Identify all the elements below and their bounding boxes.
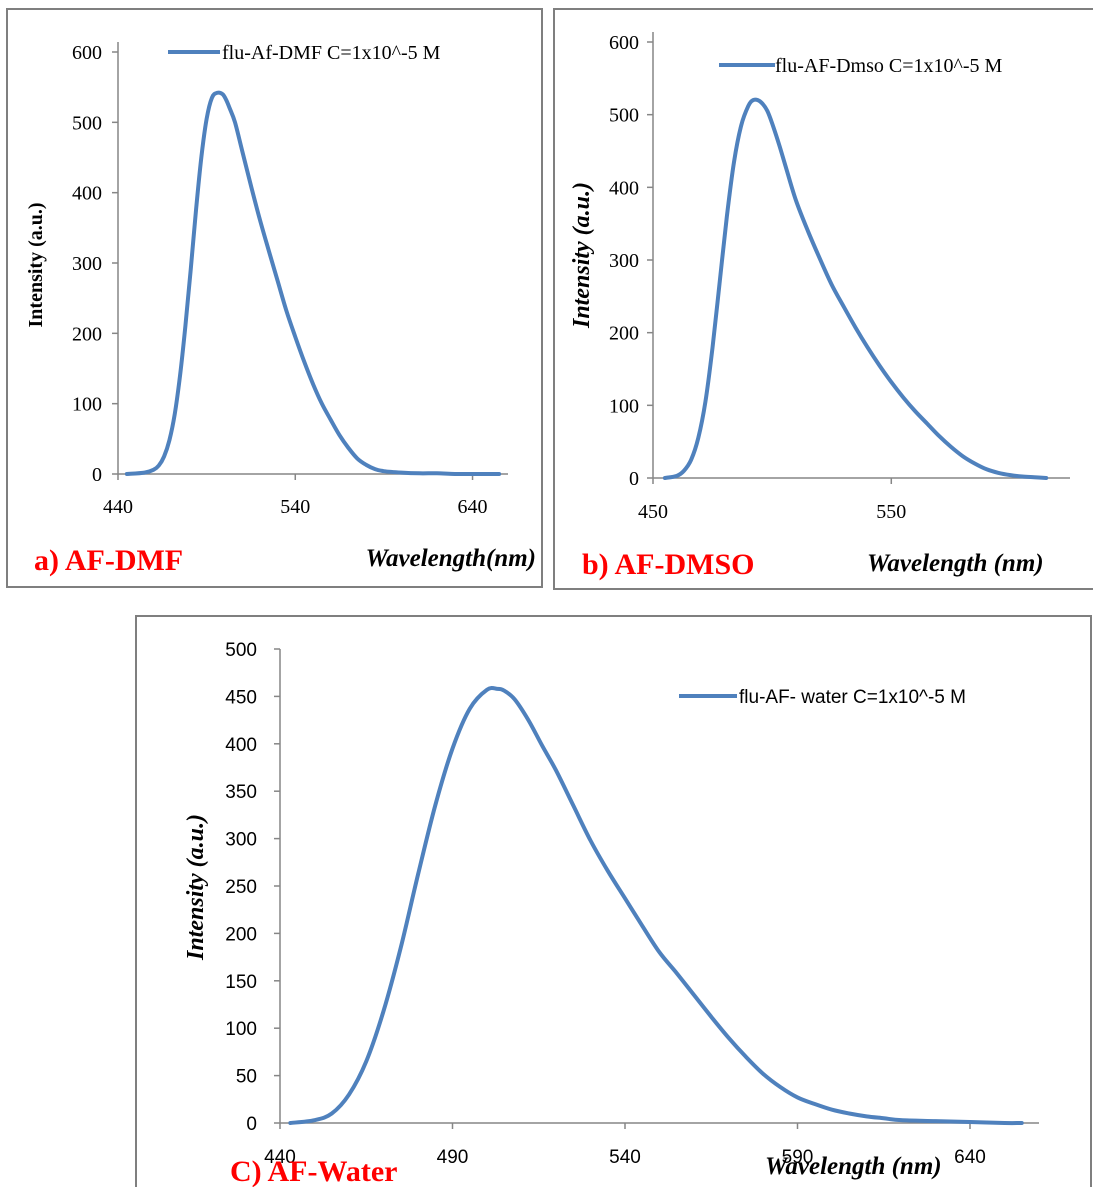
y-tick-label: 250 [225, 877, 257, 898]
x-tick-label: 440 [103, 496, 133, 518]
y-tick-label: 100 [609, 395, 639, 417]
legend-label: flu-Af-DMF C=1x10^-5 M [222, 42, 441, 64]
y-tick-label: 400 [225, 735, 257, 756]
y-axis-label: Intensity (a.u.) [25, 202, 47, 327]
y-tick-label: 300 [72, 253, 102, 275]
y-tick-label: 400 [609, 177, 639, 199]
chart-a-svg: 0 100 200 300 400 500 600 440 540 640 flu-Af-DMF … [25, 42, 536, 577]
chart-panel-c: 0 50 100 150 200 250 300 350 400 450 500 440 490 540 5… [135, 615, 1092, 1187]
y-tick-label: 600 [72, 42, 102, 64]
x-axis-label: Wavelength (nm) [765, 1153, 942, 1180]
y-tick-label: 150 [225, 972, 257, 993]
y-tick-label: 100 [225, 1019, 257, 1040]
y-tick-label: 0 [92, 464, 102, 486]
y-tick-label: 200 [609, 323, 639, 345]
chart-c-svg: 0 50 100 150 200 250 300 350 400 450 500 440 490 540 5… [183, 640, 1039, 1187]
series-line [662, 97, 1049, 480]
panel-label: a) AF-DMF [34, 544, 183, 577]
y-tick-label: 500 [609, 105, 639, 127]
series-line [288, 685, 1024, 1126]
chart-b-svg: 0 100 200 300 400 500 600 450 550 flu-AF-Dmso C=… [569, 32, 1070, 581]
x-tick-label: 590 [782, 1147, 814, 1168]
x-tick-label: 640 [458, 496, 488, 518]
x-tick-label: 550 [876, 501, 906, 523]
x-tick-label: 540 [280, 496, 310, 518]
chart-panel-a: 0 100 200 300 400 500 600 440 540 640 flu-Af-DMF … [6, 8, 543, 588]
legend-label: flu-AF- water C=1x10^-5 M [739, 687, 966, 708]
x-tick-label: 440 [264, 1147, 296, 1168]
y-tick-label: 600 [609, 32, 639, 54]
y-tick-label: 50 [236, 1067, 257, 1088]
x-axis-label: Wavelength(nm) [366, 545, 536, 572]
series-line [124, 90, 502, 477]
x-tick-label: 540 [609, 1147, 641, 1168]
y-tick-label: 0 [246, 1114, 257, 1135]
y-tick-label: 200 [225, 924, 257, 945]
x-tick-label: 640 [954, 1147, 986, 1168]
y-tick-label: 350 [225, 782, 257, 803]
legend-label: flu-AF-Dmso C=1x10^-5 M [775, 55, 1003, 77]
x-tick-label: 490 [437, 1147, 469, 1168]
y-tick-label: 300 [609, 250, 639, 272]
y-axis-label: Intensity (a.u.) [183, 814, 209, 961]
y-tick-label: 200 [72, 323, 102, 345]
x-tick-label: 450 [638, 501, 668, 523]
y-tick-label: 0 [629, 468, 639, 490]
x-axis-label: Wavelength (nm) [867, 550, 1044, 577]
panel-label: b) AF-DMSO [582, 548, 755, 581]
y-tick-label: 400 [72, 183, 102, 205]
y-tick-label: 500 [72, 112, 102, 134]
y-tick-label: 300 [225, 830, 257, 851]
y-tick-label: 450 [225, 687, 257, 708]
y-tick-label: 100 [72, 394, 102, 416]
chart-panel-b: 0 100 200 300 400 500 600 450 550 flu-AF-Dmso C=… [553, 8, 1093, 590]
panel-label: C) AF-Water [230, 1155, 397, 1187]
y-tick-label: 500 [225, 640, 257, 661]
y-axis-label: Intensity (a.u.) [569, 182, 595, 329]
